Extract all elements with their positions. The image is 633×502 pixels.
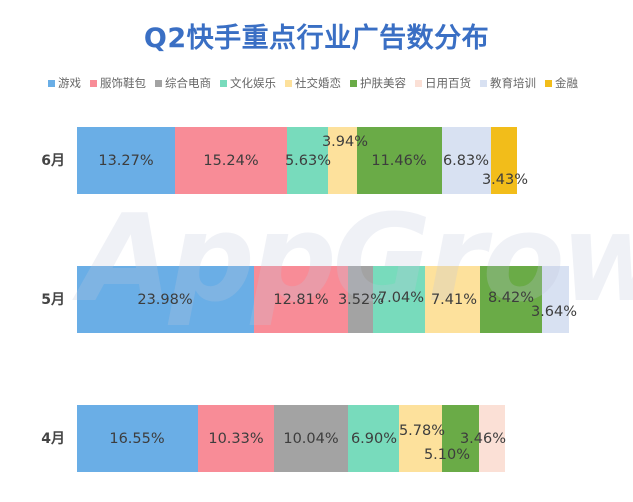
legend-label: 游戏 <box>58 76 81 90</box>
value-label: 5.10% <box>423 447 471 463</box>
legend-label: 金融 <box>555 76 578 90</box>
legend-swatch <box>220 79 227 87</box>
legend-item-entertainment[interactable]: 文化娱乐 <box>220 75 276 91</box>
segment-education[interactable] <box>442 127 491 194</box>
value-label: 5.63% <box>284 153 332 169</box>
value-label: 6.90% <box>350 431 398 447</box>
value-label: 11.46% <box>371 153 427 169</box>
value-label: 8.42% <box>487 290 535 306</box>
segment-ecommerce[interactable] <box>348 266 373 333</box>
segment-apparel[interactable] <box>198 405 274 472</box>
value-label: 3.52% <box>337 292 385 308</box>
legend-item-education[interactable]: 教育培训 <box>480 75 536 91</box>
legend-swatch <box>480 79 487 87</box>
segment-beauty[interactable] <box>442 405 479 472</box>
legend-swatch <box>90 79 97 87</box>
value-label: 7.04% <box>377 290 425 306</box>
legend-label: 综合电商 <box>165 76 211 90</box>
segment-entertainment[interactable] <box>287 127 328 194</box>
legend-label: 日用百货 <box>425 76 471 90</box>
segment-beauty[interactable] <box>480 266 542 333</box>
segment-ecommerce[interactable] <box>274 405 348 472</box>
legend-item-dating[interactable]: 社交婚恋 <box>285 75 341 91</box>
value-label: 23.98% <box>137 292 193 308</box>
row-label-may: 5月 <box>41 292 65 308</box>
legend-item-games[interactable]: 游戏 <box>48 75 81 91</box>
value-label: 12.81% <box>273 292 329 308</box>
legend-item-apparel[interactable]: 服饰鞋包 <box>90 75 146 91</box>
legend-swatch <box>285 79 292 87</box>
segment-games[interactable] <box>77 266 254 333</box>
value-label: 5.78% <box>398 423 446 439</box>
segment-daily-goods[interactable] <box>479 405 505 472</box>
value-label: 10.33% <box>208 431 264 447</box>
segment-games[interactable] <box>77 127 175 194</box>
segment-entertainment[interactable] <box>373 266 425 333</box>
legend-label: 社交婚恋 <box>295 76 341 90</box>
segment-games[interactable] <box>77 405 198 472</box>
value-label: 16.55% <box>109 431 165 447</box>
value-label: 3.46% <box>459 431 507 447</box>
value-label: 6.83% <box>442 153 490 169</box>
value-label: 10.04% <box>283 431 339 447</box>
value-label: 3.64% <box>530 304 578 320</box>
chart-title: Q2快手重点行业广告数分布 <box>143 23 490 54</box>
legend-label: 教育培训 <box>490 76 536 90</box>
legend-swatch <box>48 79 55 87</box>
legend-item-ecommerce[interactable]: 综合电商 <box>155 75 211 91</box>
segment-dating[interactable] <box>425 266 480 333</box>
value-label: 13.27% <box>98 153 154 169</box>
bar-may: 23.98% 12.81% 3.52% 7.04% 7.41% 8.42% 3.… <box>77 266 577 333</box>
legend-label: 文化娱乐 <box>230 76 276 90</box>
segment-apparel[interactable] <box>254 266 348 333</box>
segment-dating[interactable] <box>399 405 442 472</box>
segment-beauty[interactable] <box>357 127 442 194</box>
legend-label: 服饰鞋包 <box>100 76 146 90</box>
legend-item-finance[interactable]: 金融 <box>545 75 578 91</box>
legend-item-daily-goods[interactable]: 日用百货 <box>415 75 471 91</box>
segment-dating[interactable] <box>328 127 357 194</box>
value-label: 15.24% <box>203 153 259 169</box>
segment-entertainment[interactable] <box>348 405 399 472</box>
bar-june: 13.27% 15.24% 5.63% 3.94% 11.46% 6.83% 3… <box>77 127 528 194</box>
legend-swatch <box>155 79 162 87</box>
legend: 游戏 服饰鞋包 综合电商 文化娱乐 社交婚恋 护肤美容 日用百货 教育培训 金融 <box>48 74 628 92</box>
value-label: 3.43% <box>481 172 529 188</box>
legend-swatch <box>415 79 422 87</box>
row-label-june: 6月 <box>41 153 65 169</box>
legend-swatch <box>545 79 552 87</box>
value-label: 3.94% <box>321 134 369 150</box>
legend-label: 护肤美容 <box>360 76 406 90</box>
bar-april: 16.55% 10.33% 10.04% 6.90% 5.78% 5.10% 3… <box>77 405 507 472</box>
legend-item-beauty[interactable]: 护肤美容 <box>350 75 406 91</box>
segment-apparel[interactable] <box>175 127 287 194</box>
value-label: 7.41% <box>430 292 478 308</box>
segment-finance[interactable] <box>491 127 517 194</box>
legend-swatch <box>350 79 357 87</box>
segment-education[interactable] <box>542 266 569 333</box>
row-label-april: 4月 <box>41 431 65 447</box>
